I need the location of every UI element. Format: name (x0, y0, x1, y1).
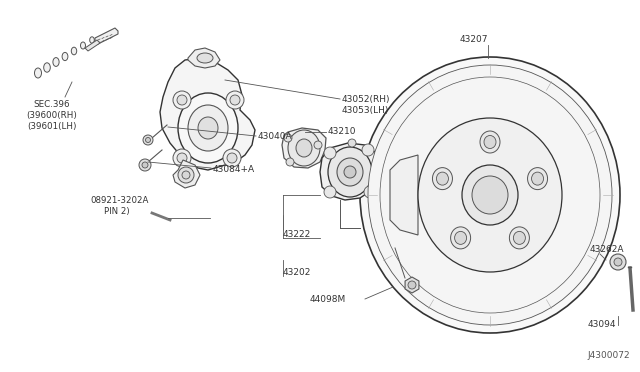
Ellipse shape (337, 158, 363, 186)
Ellipse shape (71, 47, 77, 55)
Ellipse shape (178, 93, 238, 163)
Ellipse shape (173, 91, 191, 109)
Ellipse shape (480, 131, 500, 153)
Text: SEC.396: SEC.396 (34, 100, 70, 109)
Ellipse shape (198, 117, 218, 139)
Ellipse shape (53, 58, 59, 66)
Ellipse shape (35, 68, 42, 78)
Ellipse shape (418, 118, 562, 272)
Ellipse shape (462, 165, 518, 225)
Text: 43202: 43202 (283, 268, 312, 277)
Ellipse shape (408, 281, 416, 289)
Ellipse shape (364, 186, 376, 198)
Ellipse shape (527, 168, 548, 190)
Polygon shape (160, 58, 255, 170)
Text: PIN 2): PIN 2) (104, 207, 130, 216)
Polygon shape (405, 277, 419, 293)
Ellipse shape (62, 52, 68, 61)
Ellipse shape (145, 138, 150, 142)
Ellipse shape (284, 134, 292, 142)
Text: 43053(LH): 43053(LH) (342, 106, 389, 115)
Text: 43084+A: 43084+A (213, 165, 255, 174)
Ellipse shape (451, 227, 470, 249)
Ellipse shape (230, 95, 240, 105)
Ellipse shape (296, 139, 312, 157)
Text: 43040A: 43040A (258, 132, 292, 141)
Ellipse shape (286, 158, 294, 166)
Polygon shape (320, 143, 378, 200)
Ellipse shape (472, 176, 508, 214)
Polygon shape (282, 128, 326, 168)
Polygon shape (188, 48, 220, 68)
Ellipse shape (223, 149, 241, 167)
Polygon shape (173, 160, 200, 188)
Polygon shape (390, 155, 418, 235)
Ellipse shape (288, 130, 320, 166)
Ellipse shape (178, 167, 194, 183)
Ellipse shape (433, 168, 452, 190)
Text: 43094: 43094 (588, 320, 616, 329)
Text: 43207: 43207 (460, 35, 488, 44)
Text: 43262A: 43262A (590, 245, 625, 254)
Ellipse shape (226, 91, 244, 109)
Ellipse shape (139, 159, 151, 171)
Ellipse shape (610, 254, 626, 270)
Ellipse shape (227, 153, 237, 163)
Ellipse shape (348, 139, 356, 147)
Text: 43222: 43222 (283, 230, 311, 239)
Ellipse shape (142, 162, 148, 168)
Text: 44098M: 44098M (310, 295, 346, 304)
Text: 43052(RH): 43052(RH) (342, 95, 390, 104)
Ellipse shape (197, 53, 213, 63)
Ellipse shape (360, 57, 620, 333)
Polygon shape (95, 28, 118, 44)
Text: J4300072: J4300072 (588, 351, 630, 360)
Text: 08921-3202A: 08921-3202A (90, 196, 148, 205)
Ellipse shape (532, 172, 543, 185)
Ellipse shape (90, 37, 94, 43)
Ellipse shape (143, 135, 153, 145)
Text: 43210: 43210 (328, 127, 356, 136)
Ellipse shape (173, 149, 191, 167)
Ellipse shape (614, 258, 622, 266)
Ellipse shape (314, 141, 322, 149)
Ellipse shape (177, 95, 187, 105)
Ellipse shape (509, 227, 529, 249)
Ellipse shape (368, 65, 612, 325)
Ellipse shape (436, 172, 449, 185)
Ellipse shape (513, 231, 525, 244)
Polygon shape (85, 40, 100, 51)
Ellipse shape (324, 186, 336, 198)
Ellipse shape (44, 63, 51, 72)
Ellipse shape (324, 147, 336, 159)
Ellipse shape (344, 166, 356, 178)
Ellipse shape (182, 171, 190, 179)
Ellipse shape (177, 153, 187, 163)
Ellipse shape (188, 105, 228, 151)
Ellipse shape (454, 231, 467, 244)
Text: (39601(LH): (39601(LH) (28, 122, 77, 131)
Ellipse shape (484, 135, 496, 148)
Ellipse shape (362, 144, 374, 156)
Ellipse shape (81, 42, 86, 49)
Text: (39600(RH): (39600(RH) (27, 111, 77, 120)
Ellipse shape (328, 147, 372, 197)
